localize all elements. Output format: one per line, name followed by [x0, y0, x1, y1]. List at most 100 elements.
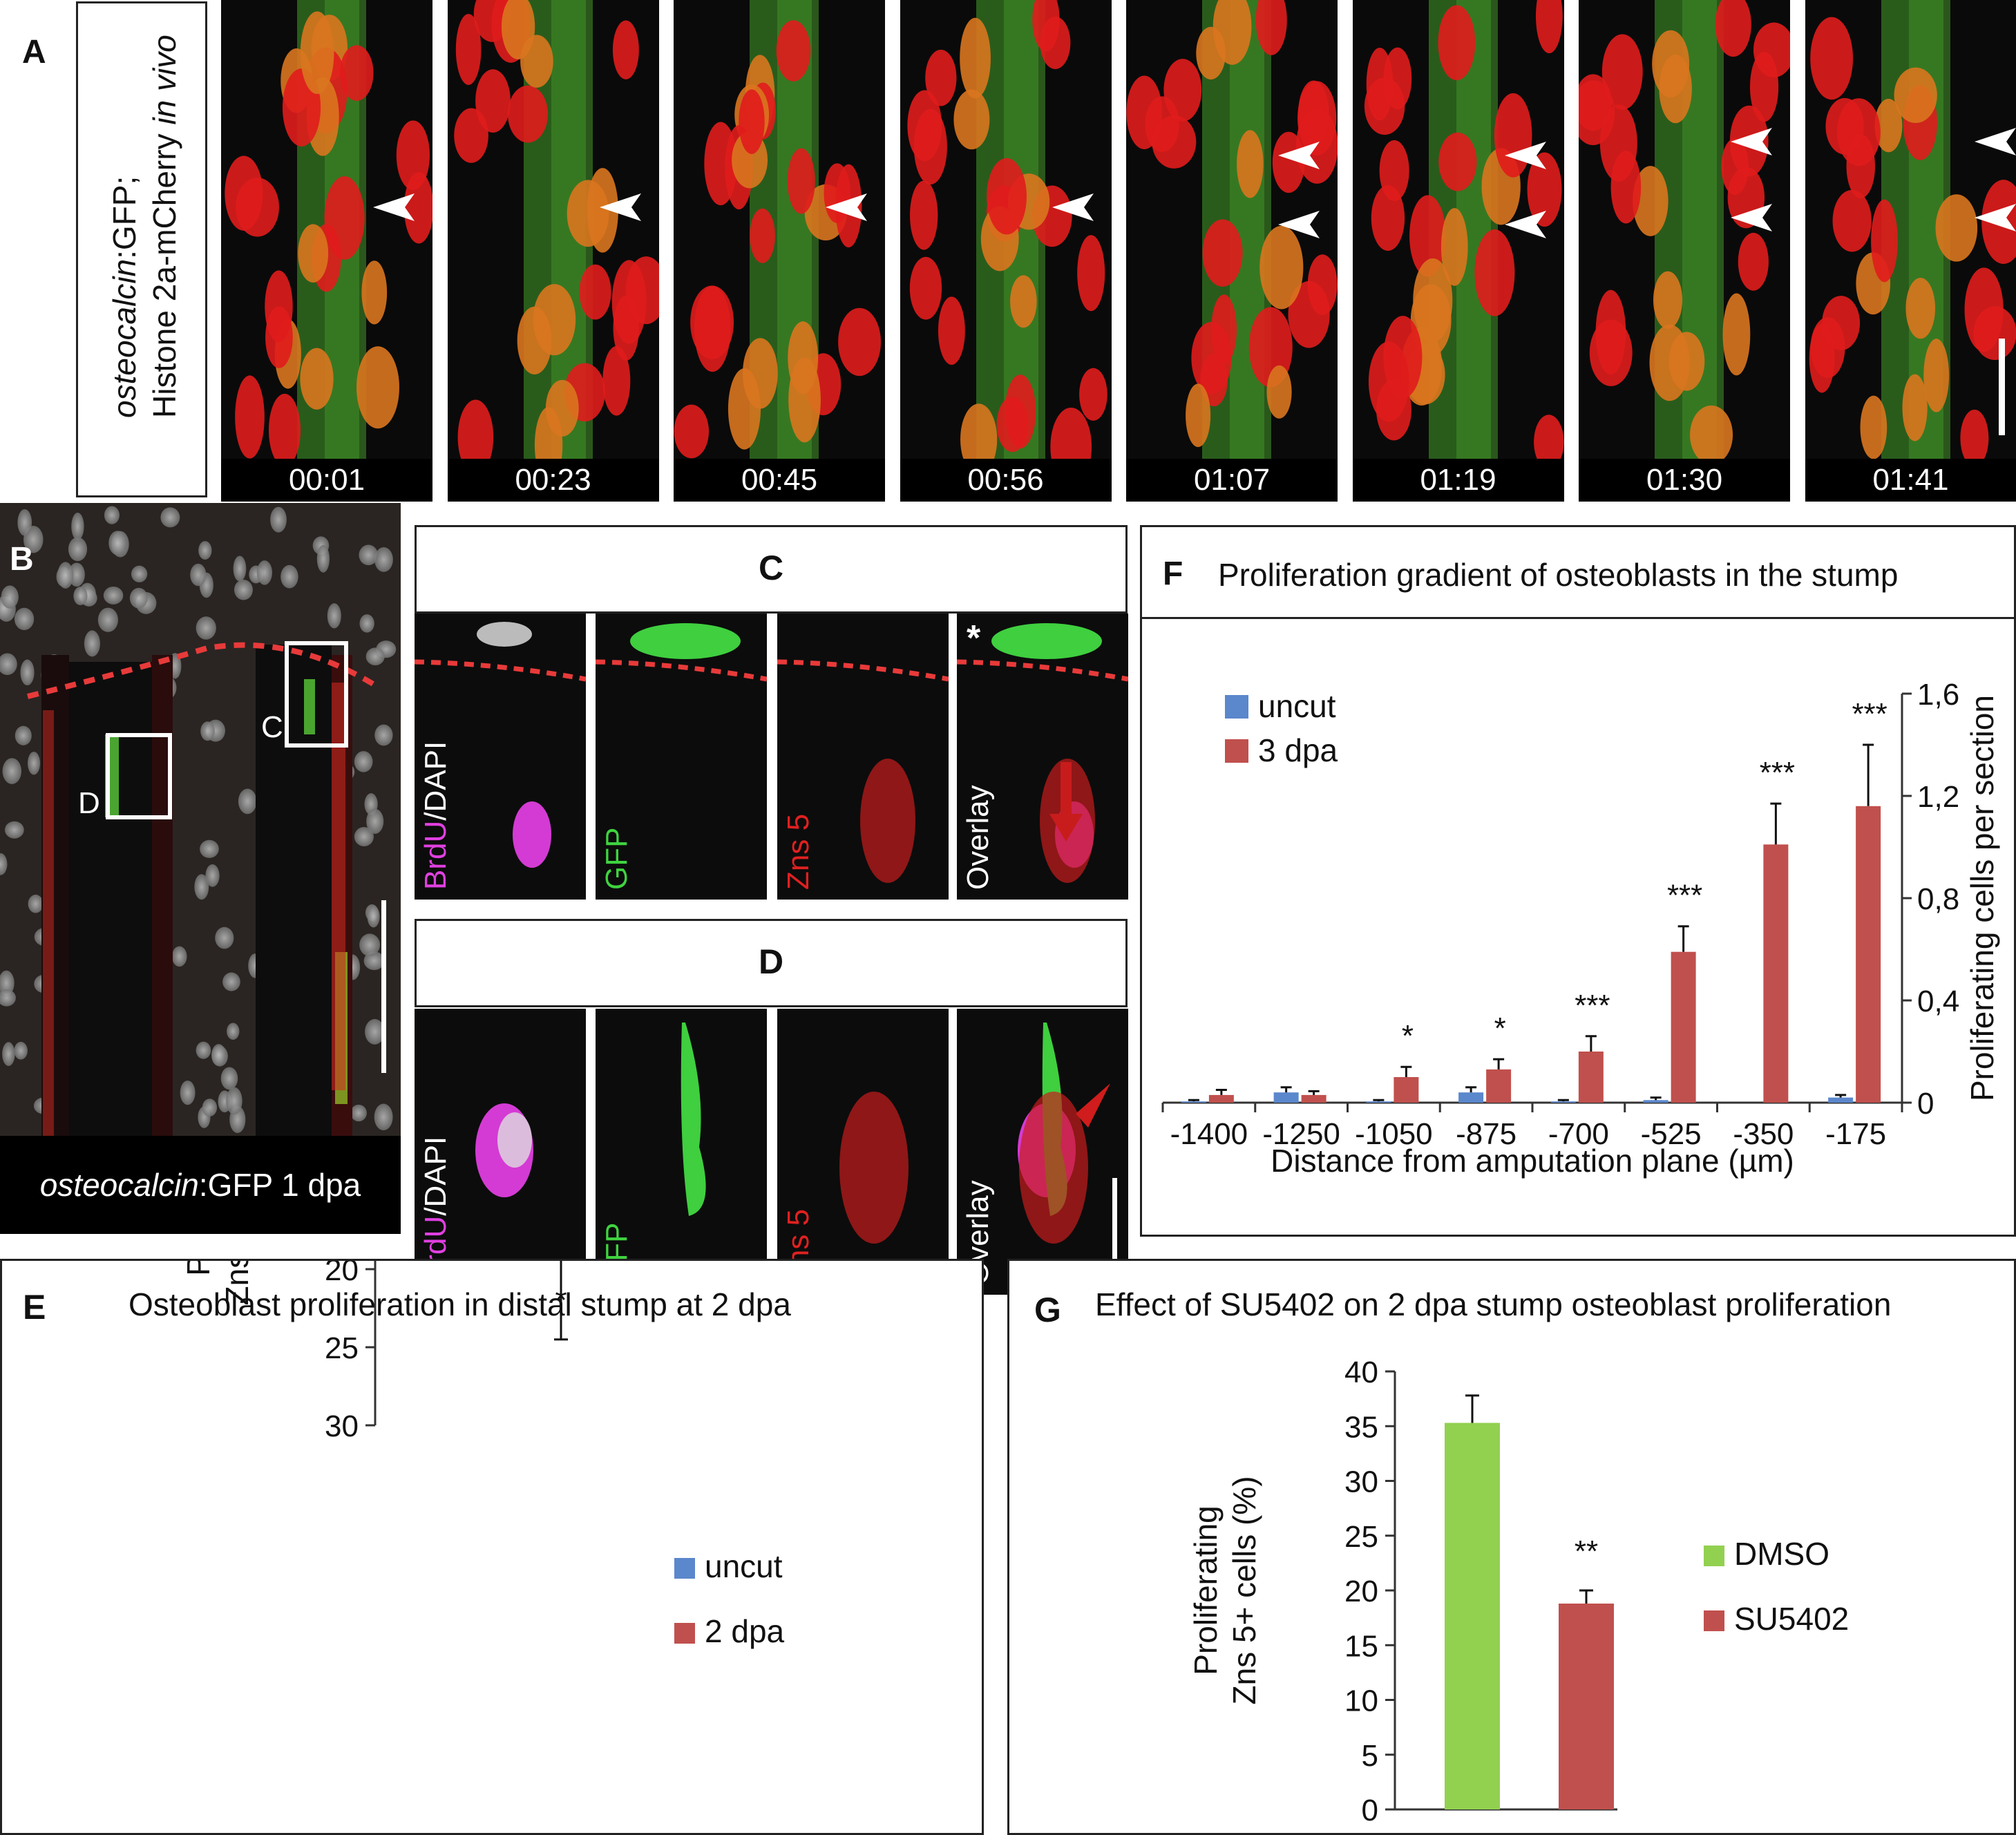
channel-label: BrdU/DAPI	[419, 741, 453, 890]
nucleus	[838, 307, 882, 377]
amputation-line	[596, 659, 767, 682]
legend-label: SU5402	[1734, 1601, 1849, 1637]
nucleus	[71, 513, 84, 540]
nucleus	[996, 397, 1029, 453]
nucleus	[690, 285, 734, 359]
nucleus	[1371, 185, 1405, 251]
nucleus	[959, 17, 991, 99]
nucleus	[227, 1023, 240, 1040]
arrowhead-icon	[599, 193, 641, 221]
nucleus	[1690, 405, 1733, 465]
legend-swatch	[674, 1623, 695, 1644]
nucleus	[280, 564, 298, 589]
timelapse-frame: 00:45	[674, 0, 885, 502]
nucleus	[1412, 258, 1452, 343]
nucleus	[1715, 0, 1751, 57]
nucleus	[788, 321, 819, 394]
nucleus	[507, 85, 548, 143]
dapi-nucleus	[497, 1112, 532, 1168]
nucleus	[742, 338, 778, 409]
nucleus	[1601, 34, 1643, 110]
panel-g-title: Effect of SU5402 on 2 dpa stump osteobla…	[1095, 1286, 1892, 1322]
nucleus	[1163, 59, 1202, 122]
scale-bar	[1112, 1178, 1117, 1275]
scale-bar	[1998, 339, 2005, 435]
y-tick-label: 25	[325, 1331, 359, 1365]
bar	[1671, 951, 1696, 1103]
panel-b-caption: osteocalcin:GFP 1 dpa	[0, 1136, 401, 1234]
nucleus	[4, 821, 24, 839]
nucleus	[234, 579, 253, 600]
y-tick-label: 0,8	[1917, 882, 1959, 916]
y-tick-label: 1,2	[1917, 780, 1959, 814]
nucleus	[1832, 189, 1872, 252]
y-axis-label-line2: Zns 5+ cells (%)	[219, 1261, 255, 1306]
nucleus	[1870, 199, 1898, 283]
y-tick-label: 10	[1344, 1684, 1378, 1718]
timelapse-frame: 00:01	[221, 0, 432, 502]
legend-swatch	[1704, 1610, 1724, 1631]
timestamp-label: 00:56	[900, 459, 1112, 502]
channel-panel: GFP	[596, 1009, 767, 1295]
timelapse-frame: 01:41	[1805, 0, 2016, 502]
nucleus	[222, 972, 240, 991]
x-tick-label: -1400	[1170, 1117, 1248, 1151]
y-tick-label: 25	[1344, 1520, 1378, 1554]
frame-micrograph	[1579, 0, 1790, 465]
nucleus	[1440, 208, 1468, 286]
bar	[1301, 1094, 1326, 1103]
nucleus	[403, 172, 432, 244]
nucleus	[1409, 195, 1446, 277]
nucleus	[1527, 152, 1562, 227]
box-d-label: D	[78, 786, 100, 820]
legend-label: uncut	[1258, 688, 1336, 724]
y-tick-label: 20	[325, 1261, 359, 1287]
nucleus	[235, 375, 265, 459]
nucleus	[202, 1099, 218, 1117]
nucleus	[0, 853, 8, 875]
gfp-cell	[630, 623, 741, 659]
nucleus	[924, 49, 956, 106]
nucleus	[233, 555, 247, 582]
nucleus	[1200, 353, 1228, 407]
amputation-line	[415, 659, 586, 682]
nucleus	[374, 1103, 393, 1131]
channel-image	[681, 1023, 706, 1216]
y-tick-label: 40	[1344, 1356, 1378, 1389]
bar	[1559, 1604, 1614, 1809]
nucleus	[909, 256, 942, 320]
nucleus	[298, 224, 329, 283]
nucleus	[953, 89, 989, 150]
nucleus	[211, 1044, 227, 1066]
panel-f-title: Proliferation gradient of osteoblasts in…	[1218, 557, 1899, 593]
nucleus	[131, 565, 148, 582]
legend-swatch	[1225, 695, 1248, 719]
nucleus	[1923, 339, 1949, 412]
channel-panel: BrdU/DAPI	[415, 1009, 586, 1295]
nucleus	[1255, 0, 1287, 55]
nucleus	[238, 788, 257, 815]
nucleus	[612, 20, 639, 79]
channel-label: Zns 5	[781, 813, 815, 890]
timelapse-frame: 00:23	[447, 0, 659, 502]
nucleus	[200, 721, 215, 741]
nucleus	[1364, 77, 1405, 135]
nucleus	[361, 260, 388, 325]
chart-g: 0 5 10 15 20 25 30 35 40 ** Proliferating Zns 5+ ce…	[1188, 1356, 1849, 1827]
y-tick-label: 5	[1362, 1739, 1378, 1773]
nucleus	[1368, 341, 1409, 422]
arrowhead-icon	[1076, 1083, 1110, 1128]
panel-f-label: F	[1163, 555, 1183, 592]
nucleus	[300, 348, 334, 410]
channel-image	[957, 623, 1128, 883]
channel-panel: Overlay *	[957, 614, 1128, 900]
panel-g-label: G	[1034, 1291, 1061, 1329]
bar	[1394, 1077, 1419, 1103]
frame-micrograph	[906, 0, 1107, 486]
nucleus	[324, 176, 365, 260]
panel-g-frame: G Effect of SU5402 on 2 dpa stump osteob…	[1007, 1259, 2016, 1835]
nucleus	[1964, 267, 2004, 352]
nucleus	[1078, 368, 1107, 421]
arrowhead-icon	[1731, 204, 1772, 231]
